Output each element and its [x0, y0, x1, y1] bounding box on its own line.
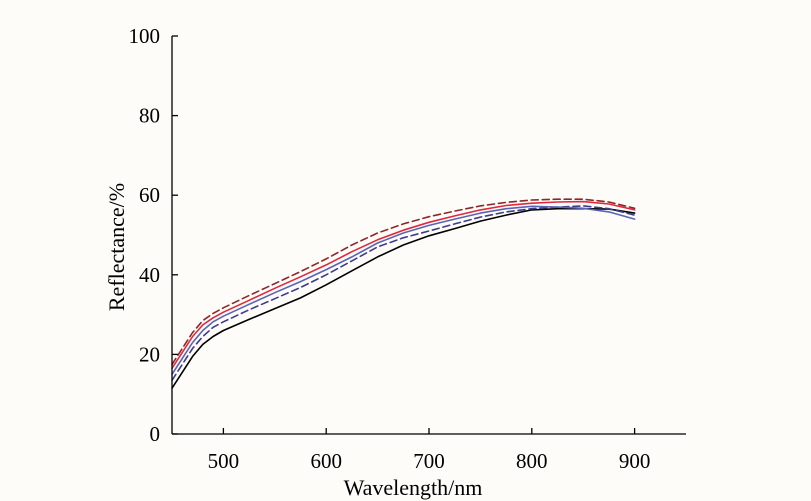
y-axis-title: Reflectance/%: [104, 183, 129, 311]
y-tick-label: 100: [129, 24, 161, 48]
y-tick-label: 80: [139, 104, 160, 128]
series-line-1: [171, 207, 636, 390]
series-line-4: [171, 200, 636, 370]
series-line-5: [171, 198, 636, 366]
x-tick-label: 500: [208, 449, 240, 473]
x-tick-label: 800: [516, 449, 548, 473]
series-line-2: [171, 205, 636, 382]
series-line-3: [171, 205, 636, 376]
plot-series-group: [171, 198, 636, 390]
x-tick-label: 600: [310, 449, 342, 473]
y-tick-label: 40: [139, 263, 160, 287]
x-tick-label: 900: [619, 449, 651, 473]
ticks-group: 0 20 40 60 80 100 500 600 700 800 900: [129, 24, 651, 473]
y-tick-label: 60: [139, 183, 160, 207]
y-tick-label: 0: [150, 422, 161, 446]
y-tick-label: 20: [139, 342, 160, 366]
x-axis-title: Wavelength/nm: [344, 475, 483, 500]
x-tick-label: 700: [413, 449, 445, 473]
